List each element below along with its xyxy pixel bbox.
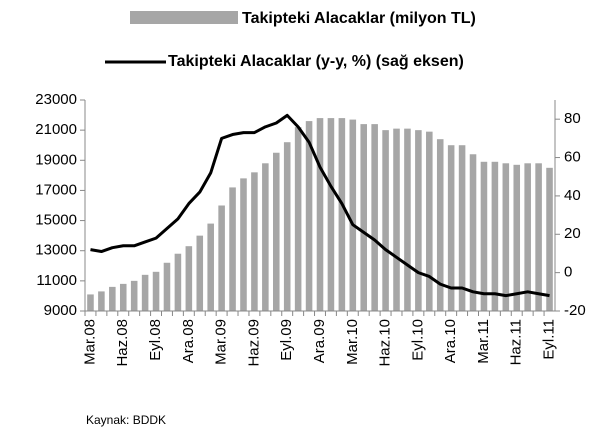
bar (469, 154, 477, 311)
bar (185, 246, 193, 311)
line (90, 113, 550, 298)
y-tick-label: 23000 (35, 91, 77, 108)
x-tick-label: Mar.09 (213, 319, 230, 365)
bar (458, 145, 466, 311)
y-tick-label: 21000 (35, 121, 77, 138)
bar (283, 142, 291, 311)
bar (240, 178, 247, 311)
y-tick-label: 9000 (44, 302, 77, 319)
bar (415, 130, 422, 311)
bar (207, 223, 214, 311)
bar (371, 124, 378, 311)
y2-tick-label: 60 (564, 149, 581, 166)
bar (426, 131, 433, 311)
bar (404, 128, 411, 311)
y2-tick-label: -20 (564, 302, 586, 319)
legend-swatch (130, 11, 238, 24)
x-tick-label: Eyl.09 (278, 319, 295, 361)
bar (524, 163, 531, 311)
bar (196, 235, 204, 311)
source-note: Kaynak: BDDK (86, 413, 166, 427)
y-tick-label: 11000 (36, 272, 77, 289)
bar (273, 152, 280, 311)
bar (141, 274, 149, 311)
bar (251, 172, 258, 311)
bar (338, 118, 346, 311)
bar (119, 283, 127, 311)
x-tick-label: Haz.09 (245, 319, 262, 367)
bar (294, 127, 302, 311)
y-tick-label: 19000 (35, 151, 77, 168)
x-tick-label: Eyl.08 (147, 319, 164, 361)
y2-tick-label: 20 (564, 225, 581, 242)
bar (109, 286, 116, 311)
x-tick-label: Haz.08 (114, 319, 131, 367)
bar (480, 161, 488, 311)
bar (327, 118, 335, 311)
bar (360, 124, 367, 311)
y-tick-label: 13000 (35, 242, 77, 259)
x-tick-label: Ara.08 (180, 319, 197, 363)
bar (218, 205, 225, 311)
bar (98, 291, 105, 311)
bar (262, 163, 269, 311)
bar (382, 130, 389, 311)
bar (316, 118, 324, 311)
x-tick-label: Mar.11 (475, 319, 492, 364)
bar (305, 121, 313, 311)
bar (436, 139, 444, 311)
y2-tick-label: 0 (564, 264, 572, 281)
bar (130, 280, 138, 311)
bar (174, 253, 182, 311)
bar (163, 262, 171, 311)
bar (393, 128, 400, 311)
bar (535, 163, 542, 311)
bar (349, 119, 357, 311)
y-tick-label: 15000 (35, 212, 77, 229)
y2-tick-label: 80 (564, 110, 581, 127)
x-tick-label: Ara.10 (442, 319, 459, 363)
bar (502, 163, 510, 311)
bar (546, 167, 553, 311)
legend-label: Takipteki Alacaklar (milyon TL) (242, 10, 476, 27)
bar (229, 187, 236, 311)
x-tick-label: Mar.08 (81, 319, 98, 365)
legend-label: Takipteki Alacaklar (y-y, %) (sağ eksen) (168, 53, 464, 70)
x-tick-label: Ara.09 (311, 319, 328, 363)
x-tick-label: Haz.10 (377, 319, 394, 367)
y2-tick-label: 40 (564, 187, 581, 204)
x-tick-label: Eyl.10 (409, 319, 426, 361)
bar (87, 294, 94, 311)
y-tick-label: 17000 (35, 181, 77, 198)
x-tick-label: Haz.11 (508, 319, 525, 365)
bar (447, 145, 455, 311)
x-tick-label: Eyl.11 (541, 319, 558, 360)
bar (152, 271, 160, 311)
bar (513, 164, 521, 311)
x-tick-label: Mar.10 (344, 319, 361, 365)
bar (491, 161, 499, 311)
